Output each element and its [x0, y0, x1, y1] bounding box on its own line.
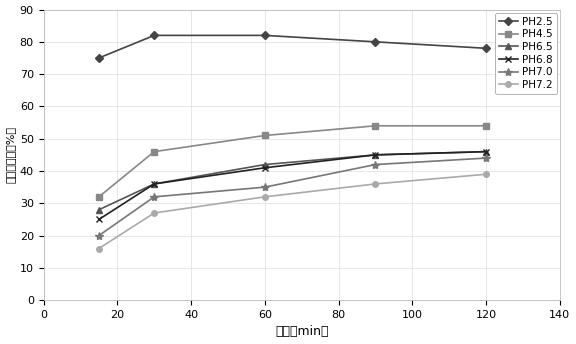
PH6.5 [96, 208, 103, 212]
PH6.8 [483, 150, 490, 154]
PH4.5 [262, 133, 268, 138]
PH4.5 [372, 124, 379, 128]
PH7.2 [262, 195, 268, 199]
PH7.2 [372, 182, 379, 186]
PH6.5 [262, 162, 268, 166]
PH2.5 [483, 46, 490, 50]
Line: PH6.8: PH6.8 [96, 148, 490, 223]
PH7.0 [483, 156, 490, 160]
PH2.5 [96, 56, 103, 60]
PH2.5 [262, 33, 268, 37]
X-axis label: 时间（min）: 时间（min） [275, 325, 328, 338]
PH4.5 [151, 150, 158, 154]
PH6.8 [96, 217, 103, 222]
Line: PH7.0: PH7.0 [94, 154, 490, 240]
PH7.0 [96, 234, 103, 238]
PH6.8 [372, 153, 379, 157]
PH7.0 [372, 162, 379, 166]
PH7.2 [151, 211, 158, 215]
Line: PH2.5: PH2.5 [96, 33, 489, 61]
Line: PH6.5: PH6.5 [96, 149, 489, 213]
PH6.5 [483, 150, 490, 154]
Line: PH7.2: PH7.2 [96, 171, 489, 251]
Legend: PH2.5, PH4.5, PH6.5, PH6.8, PH7.0, PH7.2: PH2.5, PH4.5, PH6.5, PH6.8, PH7.0, PH7.2 [495, 13, 557, 94]
PH2.5 [372, 40, 379, 44]
PH6.5 [372, 153, 379, 157]
PH4.5 [483, 124, 490, 128]
PH6.8 [262, 166, 268, 170]
Line: PH4.5: PH4.5 [96, 123, 489, 200]
PH7.2 [483, 172, 490, 176]
PH4.5 [96, 195, 103, 199]
PH7.0 [151, 195, 158, 199]
PH6.5 [151, 182, 158, 186]
Y-axis label: 累积释放度（%）: 累积释放度（%） [6, 126, 16, 183]
PH7.2 [96, 246, 103, 250]
PH2.5 [151, 33, 158, 37]
PH6.8 [151, 182, 158, 186]
PH7.0 [262, 185, 268, 189]
